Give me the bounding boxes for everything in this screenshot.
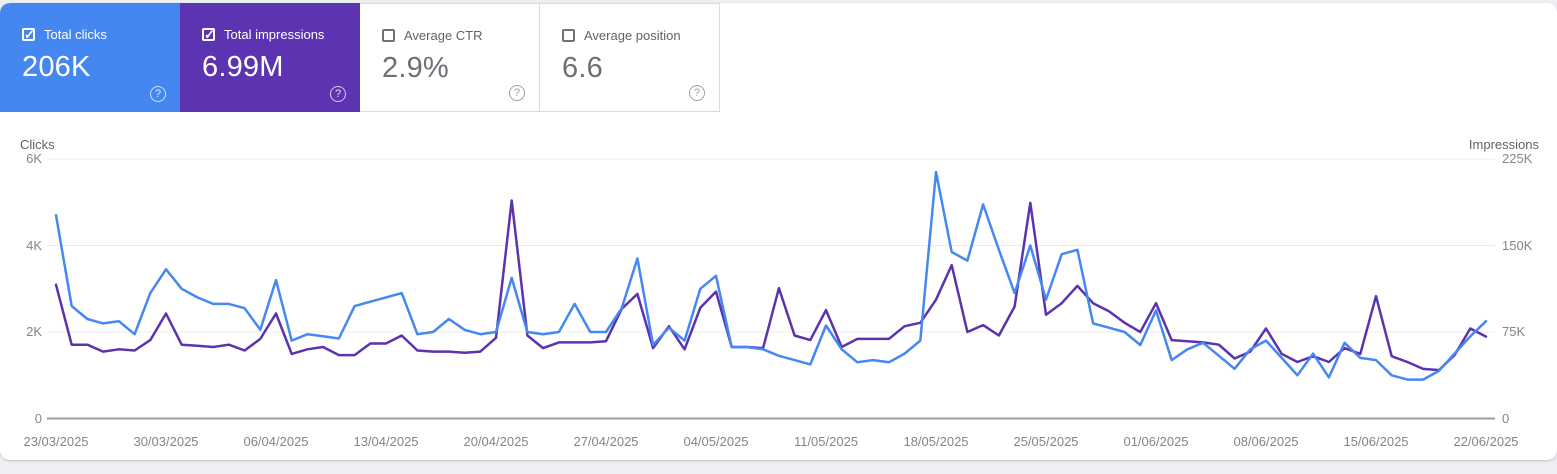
- total-clicks-value: 206K: [22, 51, 91, 83]
- date-tick-label: 30/03/2025: [133, 434, 199, 449]
- date-tick-label: 11/05/2025: [793, 434, 859, 449]
- total-clicks-card[interactable]: Total clicks 206K: [0, 3, 180, 112]
- average-ctr-value: 2.9%: [382, 52, 449, 84]
- help-icon[interactable]: [330, 86, 346, 102]
- date-tick-label: 20/04/2025: [463, 434, 529, 449]
- impressions-line[interactable]: [54, 199, 1488, 372]
- average-ctr-checkbox[interactable]: [382, 29, 395, 42]
- average-ctr-label: Average CTR: [404, 28, 483, 43]
- performance-panel: Total clicks 206K Total impressions 6.99…: [0, 3, 1557, 460]
- left-tick-label: 0: [34, 410, 42, 426]
- performance-chart[interactable]: [0, 3, 1557, 460]
- average-position-value: 6.6: [562, 52, 603, 84]
- left-tick-label: 2K: [26, 324, 42, 339]
- total-clicks-label: Total clicks: [44, 27, 107, 42]
- help-icon[interactable]: [689, 85, 705, 101]
- total-impressions-checkbox[interactable]: [202, 27, 215, 43]
- total-impressions-card[interactable]: Total impressions 6.99M: [180, 3, 360, 112]
- average-position-label: Average position: [584, 28, 681, 43]
- date-tick-label: 13/04/2025: [353, 434, 419, 449]
- date-tick-label: 01/06/2025: [1123, 434, 1189, 449]
- average-position-card[interactable]: Average position 6.6: [540, 3, 720, 112]
- date-tick-label: 27/04/2025: [573, 434, 639, 449]
- help-icon[interactable]: [509, 85, 525, 101]
- average-position-checkbox[interactable]: [562, 29, 575, 42]
- total-impressions-label: Total impressions: [224, 27, 325, 42]
- clicks-line[interactable]: [54, 170, 1488, 381]
- date-tick-label: 25/05/2025: [1013, 434, 1079, 449]
- help-icon[interactable]: [150, 86, 166, 102]
- date-tick-label: 23/03/2025: [23, 434, 89, 449]
- total-clicks-checkbox[interactable]: [22, 27, 35, 43]
- right-axis-title: Impressions: [1468, 137, 1539, 152]
- total-impressions-value: 6.99M: [202, 51, 284, 83]
- right-tick-label: 150K: [1502, 237, 1533, 253]
- average-ctr-card[interactable]: Average CTR 2.9%: [360, 3, 540, 112]
- date-tick-label: 06/04/2025: [243, 434, 309, 449]
- metric-cards-row: Total clicks 206K Total impressions 6.99…: [0, 3, 720, 112]
- date-tick-label: 22/06/2025: [1453, 434, 1519, 449]
- date-tick-label: 18/05/2025: [903, 434, 969, 449]
- right-tick-label: 75K: [1502, 324, 1526, 339]
- left-tick-label: 6K: [26, 151, 42, 166]
- left-axis-title: Clicks: [20, 137, 55, 152]
- date-tick-label: 15/06/2025: [1343, 434, 1409, 449]
- date-tick-label: 08/06/2025: [1233, 434, 1299, 449]
- date-tick-label: 04/05/2025: [683, 434, 749, 449]
- right-tick-label: 0: [1502, 410, 1510, 426]
- left-tick-label: 4K: [26, 237, 42, 253]
- right-tick-label: 225K: [1502, 151, 1533, 166]
